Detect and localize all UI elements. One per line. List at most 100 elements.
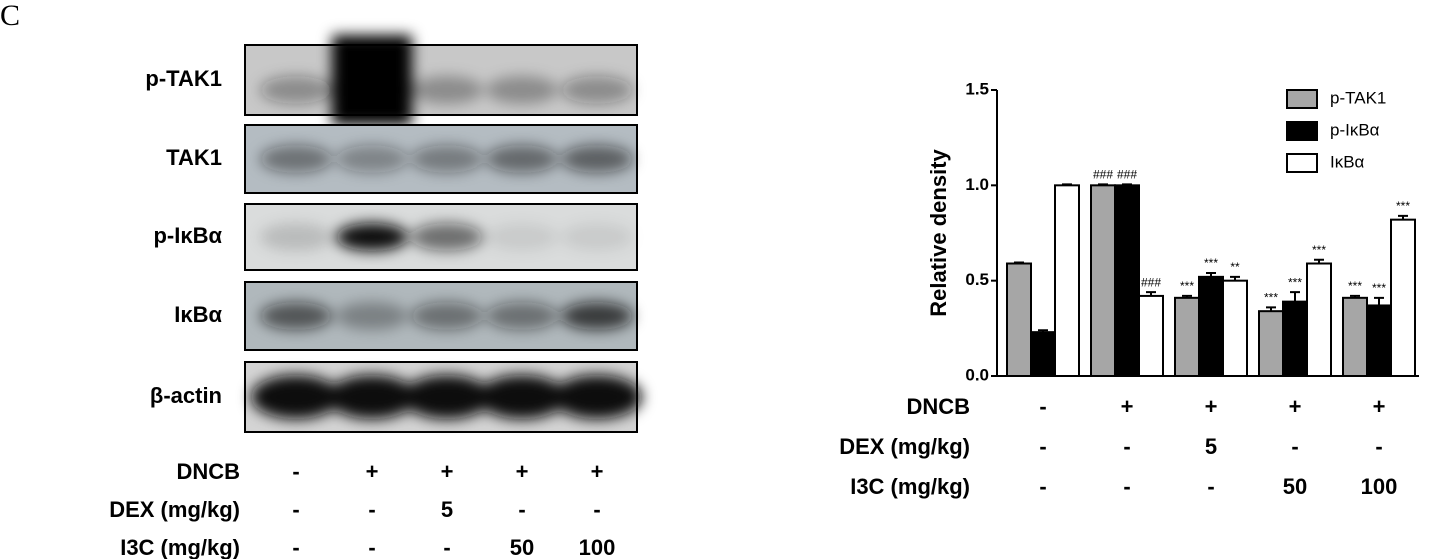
treatment-value: 100: [579, 535, 616, 559]
bar: [1258, 310, 1284, 378]
band: [561, 76, 633, 104]
treatment-value: +: [1121, 394, 1134, 419]
bar: [1390, 218, 1416, 377]
treatment-value: -: [1291, 434, 1298, 459]
bar: [1222, 279, 1248, 377]
blot-row-label: p-IκBα: [153, 223, 222, 248]
treatment-value: -: [1039, 434, 1046, 459]
error-bar: [1350, 294, 1360, 298]
treatment-value: -: [1123, 434, 1130, 459]
treatment-value: -: [292, 459, 299, 484]
band: [561, 223, 633, 251]
bar: [1306, 262, 1332, 377]
treatment-value: +: [441, 459, 454, 484]
band: [260, 302, 332, 330]
error-bar: [1182, 294, 1192, 298]
blot-frame: [244, 44, 638, 116]
bar: [1366, 304, 1392, 378]
treatment-label: DNCB: [906, 394, 970, 419]
treatment-value: +: [1205, 394, 1218, 419]
blot-row-label: IκBα: [174, 302, 222, 327]
error-bar: [1206, 272, 1216, 277]
error-bar: [1374, 296, 1384, 306]
error-bar: [1038, 329, 1048, 333]
band: [411, 223, 483, 251]
treatment-label: DEX (mg/kg): [839, 434, 970, 459]
legend-label: p-TAK1: [1330, 88, 1386, 107]
legend-swatch: [1286, 89, 1318, 109]
error-bar: [1314, 258, 1324, 264]
band: [411, 145, 483, 173]
error-bar: [1266, 306, 1276, 312]
y-tick-label: 0.5: [965, 270, 989, 289]
blot-row-label: p-TAK1: [145, 66, 222, 91]
significance: ###: [1117, 168, 1137, 182]
treatment-value: +: [1373, 394, 1386, 419]
treatment-value: 50: [1283, 474, 1307, 499]
error-bar: [1062, 183, 1072, 186]
treatment-value: -: [593, 497, 600, 522]
bar: [1174, 296, 1200, 377]
band: [260, 223, 332, 251]
bar: [1114, 184, 1140, 377]
significance: ***: [1348, 279, 1362, 293]
significance: ***: [1180, 279, 1194, 293]
bar: [1054, 184, 1080, 377]
treatment-label: DEX (mg/kg): [109, 497, 240, 522]
band: [332, 35, 412, 125]
significance: **: [1230, 260, 1240, 274]
treatment-value: -: [1123, 474, 1130, 499]
treatment-value: -: [1207, 474, 1214, 499]
blot-bands: [260, 35, 633, 125]
significance: ***: [1372, 281, 1386, 295]
western-blot: p-TAK1 TAK1 p-IκBα IκBα β-actin DNCB - + + + + DEX …: [109, 35, 642, 559]
bar: [1030, 331, 1056, 377]
blot-bands: [260, 145, 633, 173]
treatment-value: -: [368, 497, 375, 522]
band: [411, 302, 483, 330]
bar: [1282, 300, 1308, 378]
error-bar: [1230, 275, 1240, 281]
treatment-value: +: [591, 459, 604, 484]
band: [260, 145, 332, 173]
legend-label: p-IκBα: [1330, 120, 1380, 139]
treatment-value: +: [366, 459, 379, 484]
legend-swatch: [1286, 153, 1318, 173]
band: [486, 76, 558, 104]
treatment-label: I3C (mg/kg): [120, 535, 240, 559]
error-bar: [1014, 261, 1024, 264]
treatment-label: I3C (mg/kg): [850, 474, 970, 499]
blot-frame: [244, 361, 638, 433]
bar: [1006, 262, 1032, 377]
legend-label: IκBα: [1330, 152, 1365, 171]
treatment-value: -: [292, 535, 299, 559]
treatment-value: +: [516, 459, 529, 484]
significance: ***: [1204, 256, 1218, 270]
treatment-value: -: [518, 497, 525, 522]
error-bar: [1146, 291, 1156, 296]
treatment-label: DNCB: [176, 459, 240, 484]
treatment-value: +: [1289, 394, 1302, 419]
y-tick-label: 1.5: [965, 79, 989, 98]
blot-row-label: TAK1: [166, 145, 222, 170]
blot-frame: [244, 203, 638, 271]
treatment-value: 5: [441, 497, 453, 522]
band: [561, 302, 633, 330]
bar: [1342, 296, 1368, 377]
bar: [1090, 184, 1116, 377]
bar: [1198, 275, 1224, 377]
band: [251, 375, 341, 419]
blot-bands: [260, 223, 633, 251]
y-tick-label: 0.0: [965, 365, 989, 384]
treatment-value: -: [1039, 394, 1046, 419]
band: [327, 375, 417, 419]
band: [260, 76, 332, 104]
treatment-value: -: [292, 497, 299, 522]
error-bar: [1098, 183, 1108, 186]
y-tick-label: 1.0: [965, 175, 989, 194]
band: [402, 375, 492, 419]
treatment-value: -: [1375, 434, 1382, 459]
